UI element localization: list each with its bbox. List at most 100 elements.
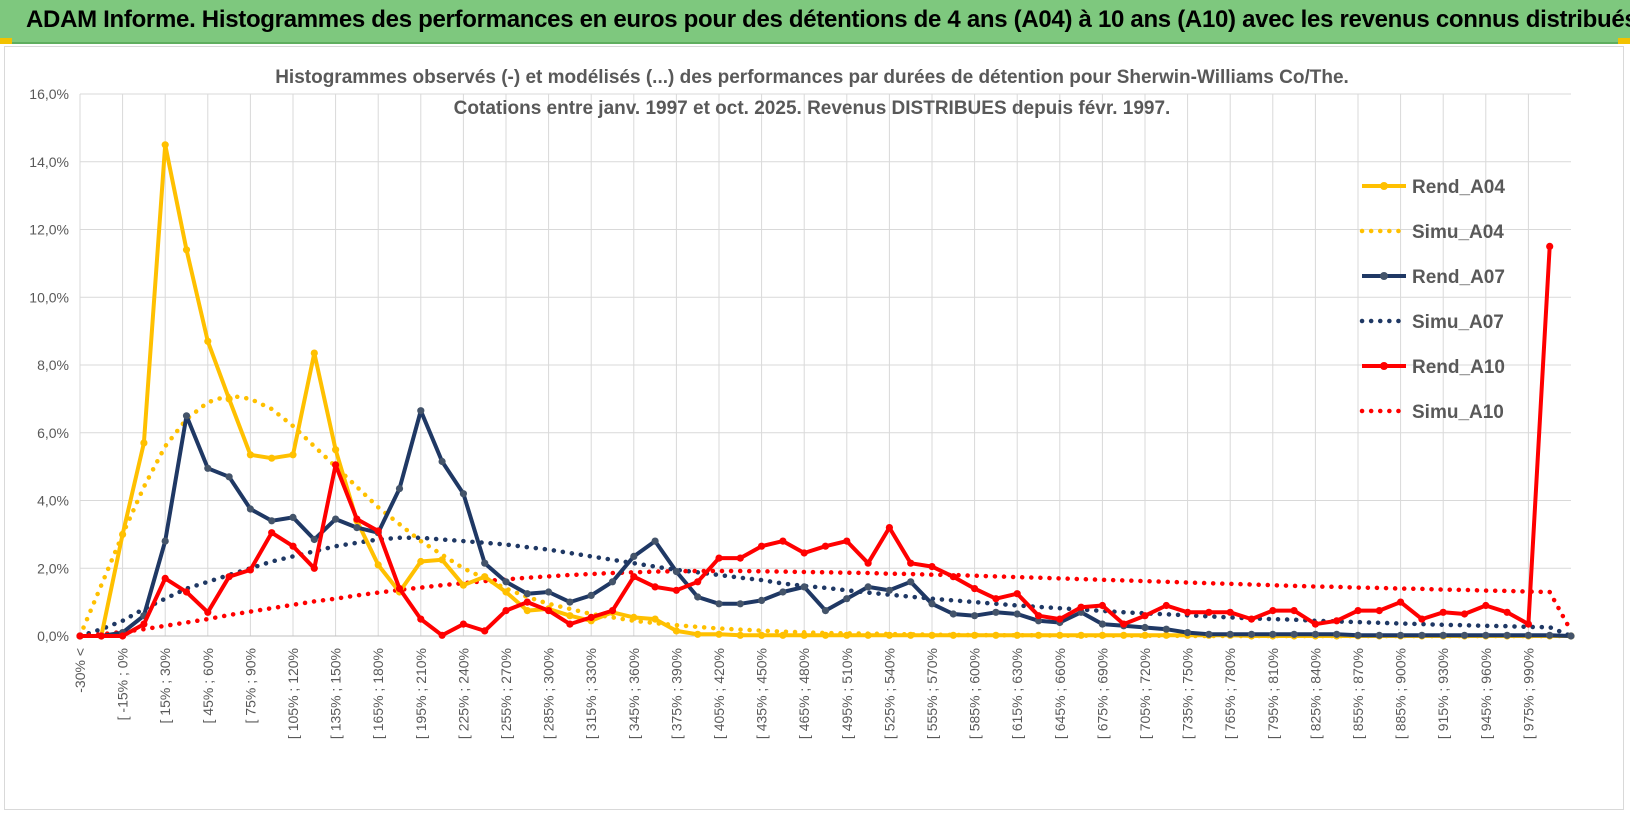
data-point-rend_a10 <box>374 527 382 535</box>
data-point-rend_a10 <box>545 607 553 615</box>
data-point-rend_a04 <box>758 631 766 639</box>
data-point-rend_a07 <box>1503 631 1511 639</box>
data-point-rend_a04 <box>1141 631 1149 639</box>
x-axis-ticks: -30% < [ -15% ; 0% [ 15% ; 30% [ 45% ; 60% [… <box>72 648 1536 739</box>
data-point-rend_a04 <box>1120 631 1128 639</box>
legend-label-simu_a07: Simu_A07 <box>1412 312 1504 333</box>
legend-label-rend_a04: Rend_A04 <box>1412 177 1505 198</box>
data-point-rend_a04 <box>566 612 574 620</box>
data-point-rend_a07 <box>1290 630 1298 638</box>
data-point-rend_a10 <box>1034 612 1043 620</box>
data-point-rend_a04 <box>736 631 744 639</box>
data-point-rend_a07 <box>246 505 254 513</box>
x-tick-label: [ 735% ; 750% <box>1180 648 1196 739</box>
data-point-rend_a10 <box>246 566 254 574</box>
data-point-rend_a10 <box>97 632 105 640</box>
data-point-rend_a04 <box>268 454 276 462</box>
series-line-simu_a07 <box>77 535 1574 639</box>
y-tick-label: 14,0% <box>29 154 69 170</box>
data-point-rend_a07 <box>1013 610 1021 618</box>
x-tick-label: [ 465% ; 480% <box>796 648 812 739</box>
data-point-rend_a04 <box>182 246 191 254</box>
data-point-rend_a07 <box>1098 620 1106 628</box>
x-tick-label: [ 495% ; 510% <box>839 648 855 739</box>
data-point-rend_a10 <box>1269 607 1277 615</box>
data-point-rend_a04 <box>821 631 830 639</box>
x-tick-label: [ 705% ; 720% <box>1137 648 1153 739</box>
data-point-rend_a07 <box>1524 631 1532 639</box>
data-point-rend_a07 <box>907 578 915 586</box>
data-point-rend_a10 <box>1418 615 1426 623</box>
x-tick-label: [ 915% ; 930% <box>1435 648 1451 739</box>
data-point-rend_a07 <box>1226 630 1234 638</box>
x-tick-label: [ 795% ; 810% <box>1265 648 1281 739</box>
data-point-rend_a07 <box>651 537 659 545</box>
data-point-rend_a10 <box>1184 608 1192 616</box>
data-point-rend_a04 <box>992 631 1000 639</box>
x-tick-label: [ 435% ; 450% <box>754 648 770 739</box>
data-point-rend_a10 <box>119 632 127 640</box>
data-point-rend_a10 <box>1354 607 1362 615</box>
data-point-rend_a07 <box>1034 617 1043 625</box>
legend-marker-rend_a04 <box>1380 182 1388 190</box>
x-tick-label: [ 525% ; 540% <box>881 648 897 739</box>
data-point-rend_a10 <box>885 524 894 532</box>
data-point-rend_a10 <box>843 537 851 545</box>
data-point-rend_a07 <box>268 517 276 525</box>
data-point-rend_a10 <box>395 585 404 593</box>
data-point-rend_a10 <box>715 554 723 562</box>
data-point-rend_a07 <box>438 457 446 466</box>
data-point-rend_a07 <box>502 578 510 586</box>
x-tick-label: [ 825% ; 840% <box>1307 648 1323 739</box>
data-point-rend_a10 <box>1333 617 1341 625</box>
y-tick-label: 8,0% <box>37 357 69 373</box>
data-point-rend_a04 <box>779 631 787 639</box>
data-point-rend_a10 <box>1311 620 1319 628</box>
data-point-rend_a10 <box>353 515 361 523</box>
data-point-rend_a10 <box>417 615 425 623</box>
data-point-rend_a04 <box>502 588 510 596</box>
data-point-rend_a07 <box>566 598 574 606</box>
data-point-rend_a04 <box>672 627 681 635</box>
y-tick-label: 16,0% <box>29 86 69 102</box>
data-point-rend_a04 <box>459 581 467 589</box>
data-point-rend_a07 <box>395 485 404 493</box>
corner-mark-left <box>0 38 12 44</box>
data-point-rend_a04 <box>1034 631 1043 639</box>
chart-title: Histogrammes observés (-) et modélisés (… <box>275 67 1349 88</box>
data-point-rend_a10 <box>332 461 340 469</box>
data-point-rend_a10 <box>587 613 595 622</box>
data-point-rend_a04 <box>885 631 894 639</box>
data-point-rend_a10 <box>1439 608 1447 616</box>
data-point-rend_a04 <box>1098 631 1106 639</box>
data-point-rend_a07 <box>821 607 830 615</box>
x-tick-label: [ 315% ; 330% <box>583 648 599 739</box>
y-tick-label: 0,0% <box>37 628 69 644</box>
data-point-rend_a10 <box>1205 608 1213 616</box>
data-point-rend_a04 <box>119 530 127 539</box>
data-point-rend_a07 <box>1162 625 1170 633</box>
x-tick-label: [ 765% ; 780% <box>1222 648 1238 739</box>
data-point-rend_a07 <box>204 464 212 472</box>
data-point-rend_a07 <box>736 600 744 608</box>
data-point-rend_a07 <box>161 537 169 545</box>
data-point-rend_a07 <box>417 407 425 415</box>
series-line-rend_a04 <box>80 142 1571 638</box>
data-point-rend_a10 <box>1056 615 1064 623</box>
data-point-rend_a10 <box>630 573 638 581</box>
data-point-rend_a07 <box>758 596 766 605</box>
y-axis-ticks: 0,0% 2,0% 4,0% 6,0% 8,0% 10,0% 12,0% 14,0% 16,0% <box>29 86 69 644</box>
data-point-rend_a10 <box>800 549 808 557</box>
data-point-rend_a04 <box>289 451 297 459</box>
x-tick-label: [ 45% ; 60% <box>200 648 216 724</box>
data-point-rend_a10 <box>1226 608 1234 616</box>
data-point-rend_a10 <box>1524 620 1532 628</box>
data-point-rend_a10 <box>1141 612 1149 620</box>
x-tick-label: [ 375% ; 390% <box>668 648 684 739</box>
series-line-rend_a10 <box>80 246 1552 638</box>
x-tick-label: [ 615% ; 630% <box>1009 648 1025 739</box>
data-point-rend_a07 <box>928 600 936 608</box>
legend-marker-rend_a10 <box>1380 362 1388 370</box>
data-point-rend_a04 <box>140 439 148 447</box>
x-tick-label: [ 255% ; 270% <box>498 648 514 739</box>
